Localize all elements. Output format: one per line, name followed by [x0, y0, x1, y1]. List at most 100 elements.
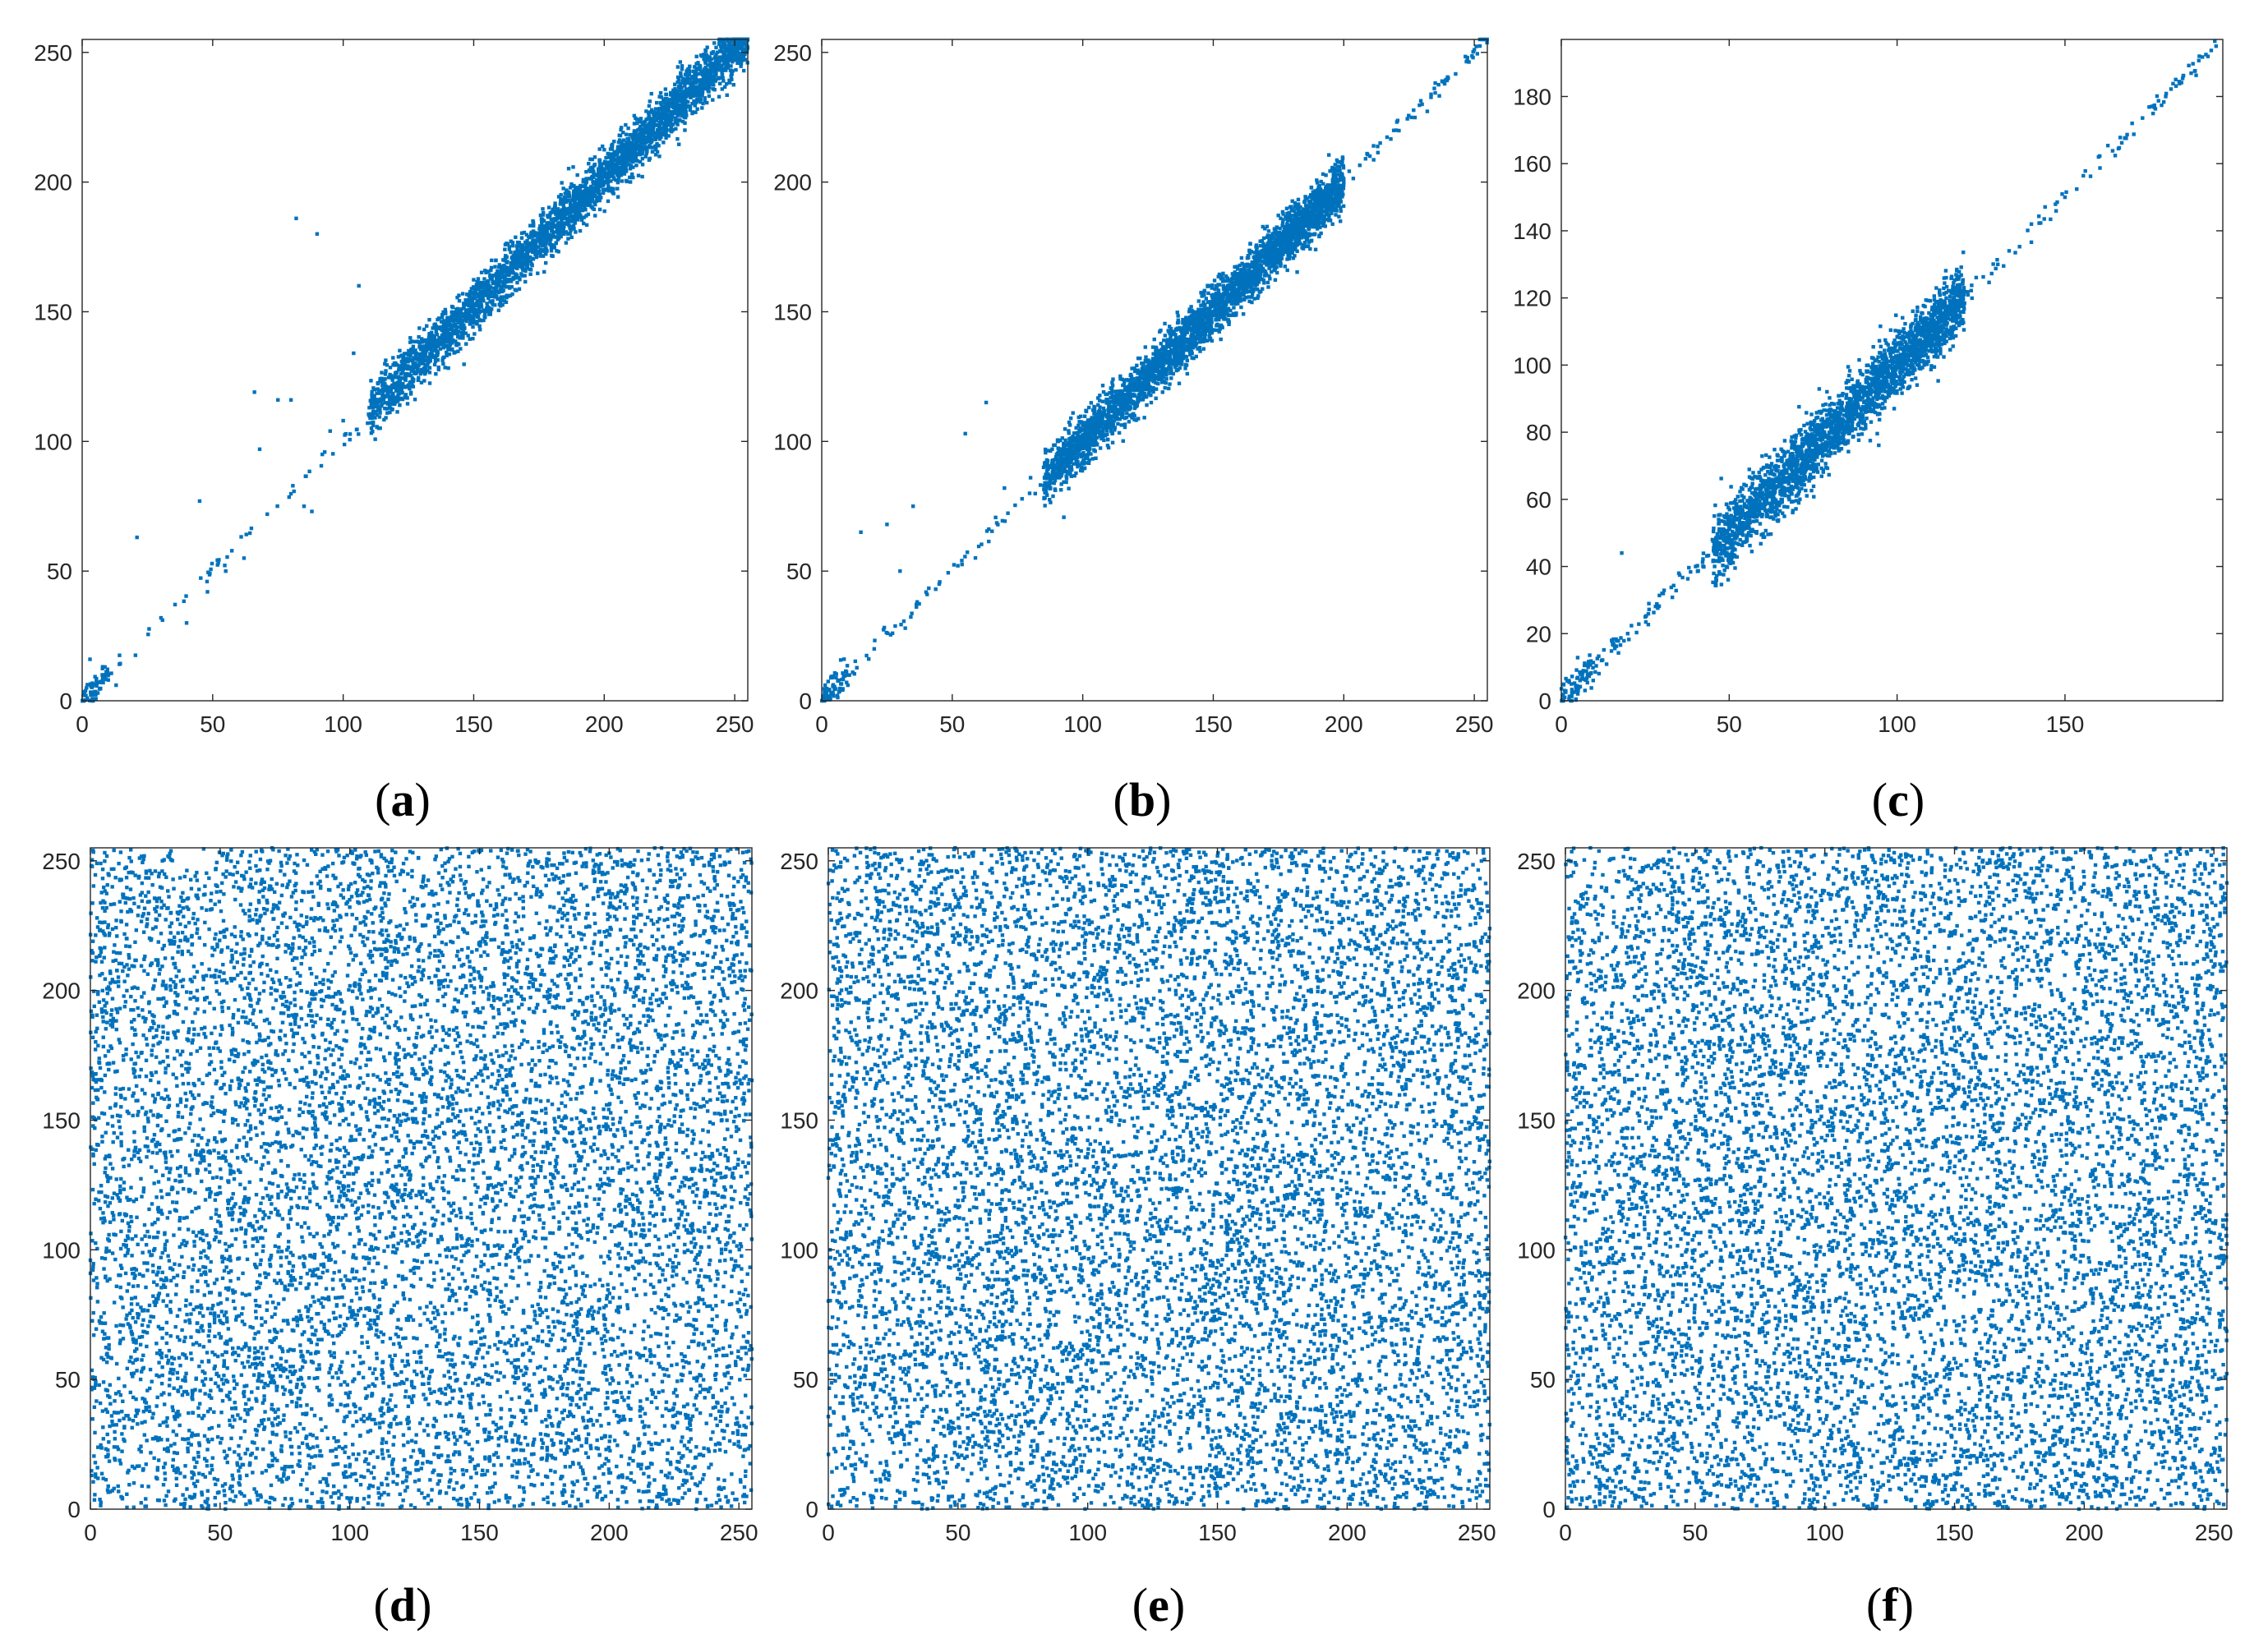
data-point — [703, 99, 707, 104]
data-point — [433, 359, 438, 363]
data-point — [660, 112, 664, 116]
data-point — [592, 193, 597, 197]
data-point — [242, 556, 247, 560]
data-point — [671, 105, 675, 110]
data-point — [1082, 466, 1087, 471]
data-point — [380, 403, 384, 408]
data-point — [1086, 461, 1091, 466]
data-point — [434, 325, 438, 329]
data-point — [684, 90, 688, 95]
data-point — [427, 347, 432, 352]
data-point — [694, 67, 698, 71]
data-point — [184, 594, 188, 598]
data-point — [702, 53, 706, 57]
data-point — [499, 269, 503, 274]
data-point — [708, 55, 712, 59]
data-point — [612, 139, 616, 144]
data-point — [573, 221, 577, 225]
data-point — [673, 86, 677, 91]
data-point — [615, 180, 620, 185]
data-point — [534, 255, 539, 260]
data-point — [409, 373, 413, 378]
data-point — [1238, 298, 1242, 303]
data-point — [627, 152, 632, 157]
data-point — [577, 208, 581, 212]
data-point — [667, 104, 672, 108]
data-point — [426, 356, 431, 360]
data-point — [443, 324, 448, 328]
data-point — [523, 279, 528, 284]
data-point — [382, 377, 386, 381]
data-point — [634, 129, 638, 134]
data-point — [474, 283, 479, 288]
data-point — [367, 406, 371, 410]
data-point — [673, 82, 677, 86]
data-point — [650, 124, 655, 129]
data-point — [561, 198, 565, 202]
data-point — [704, 53, 708, 58]
data-point — [459, 347, 463, 351]
data-point — [653, 107, 658, 111]
data-point — [739, 62, 744, 66]
data-point — [105, 672, 110, 676]
data-point — [438, 347, 443, 351]
data-point — [450, 325, 454, 329]
data-point — [413, 356, 418, 360]
data-point — [616, 140, 621, 145]
data-point — [265, 512, 270, 517]
data-point — [632, 122, 637, 126]
data-point — [703, 59, 708, 63]
data-point — [708, 77, 712, 81]
data-point — [460, 292, 465, 296]
data-point — [529, 230, 533, 235]
data-point — [414, 351, 419, 356]
data-point — [1087, 458, 1091, 463]
data-point — [287, 495, 292, 499]
data-point — [1100, 417, 1104, 421]
data-point — [1160, 360, 1165, 365]
data-point — [1044, 481, 1049, 486]
data-point — [1194, 354, 1198, 359]
data-point — [1261, 224, 1265, 229]
data-point — [322, 450, 327, 454]
data-point — [729, 54, 734, 59]
data-point — [411, 362, 416, 366]
data-point — [675, 101, 679, 105]
data-point — [528, 248, 532, 252]
data-point — [705, 75, 709, 80]
data-point — [898, 569, 902, 573]
data-point — [704, 67, 709, 71]
data-point — [583, 184, 587, 189]
data-point — [1216, 274, 1220, 279]
data-point — [1169, 326, 1173, 331]
data-point — [648, 110, 652, 114]
data-point — [597, 159, 602, 163]
data-point — [1308, 246, 1312, 251]
data-point — [568, 211, 573, 215]
data-point — [1255, 282, 1260, 287]
data-point — [657, 125, 662, 129]
data-point — [698, 97, 703, 102]
data-point — [403, 378, 408, 382]
data-point — [680, 108, 685, 113]
data-point — [1203, 335, 1207, 339]
data-point — [450, 329, 455, 333]
data-point — [385, 402, 390, 406]
data-point — [632, 156, 636, 161]
data-point — [729, 64, 733, 68]
data-point — [1154, 396, 1158, 401]
data-point — [534, 252, 538, 256]
data-point — [460, 332, 464, 336]
data-point — [551, 207, 555, 211]
data-point — [1180, 327, 1184, 332]
data-point — [588, 157, 592, 162]
data-point — [1053, 455, 1058, 459]
data-point — [1159, 348, 1164, 352]
data-point — [1109, 429, 1113, 433]
data-point — [504, 300, 509, 305]
data-point — [1217, 283, 1222, 287]
data-point — [650, 150, 655, 154]
data-point — [701, 70, 706, 74]
data-point — [481, 309, 485, 313]
data-point — [501, 274, 506, 278]
